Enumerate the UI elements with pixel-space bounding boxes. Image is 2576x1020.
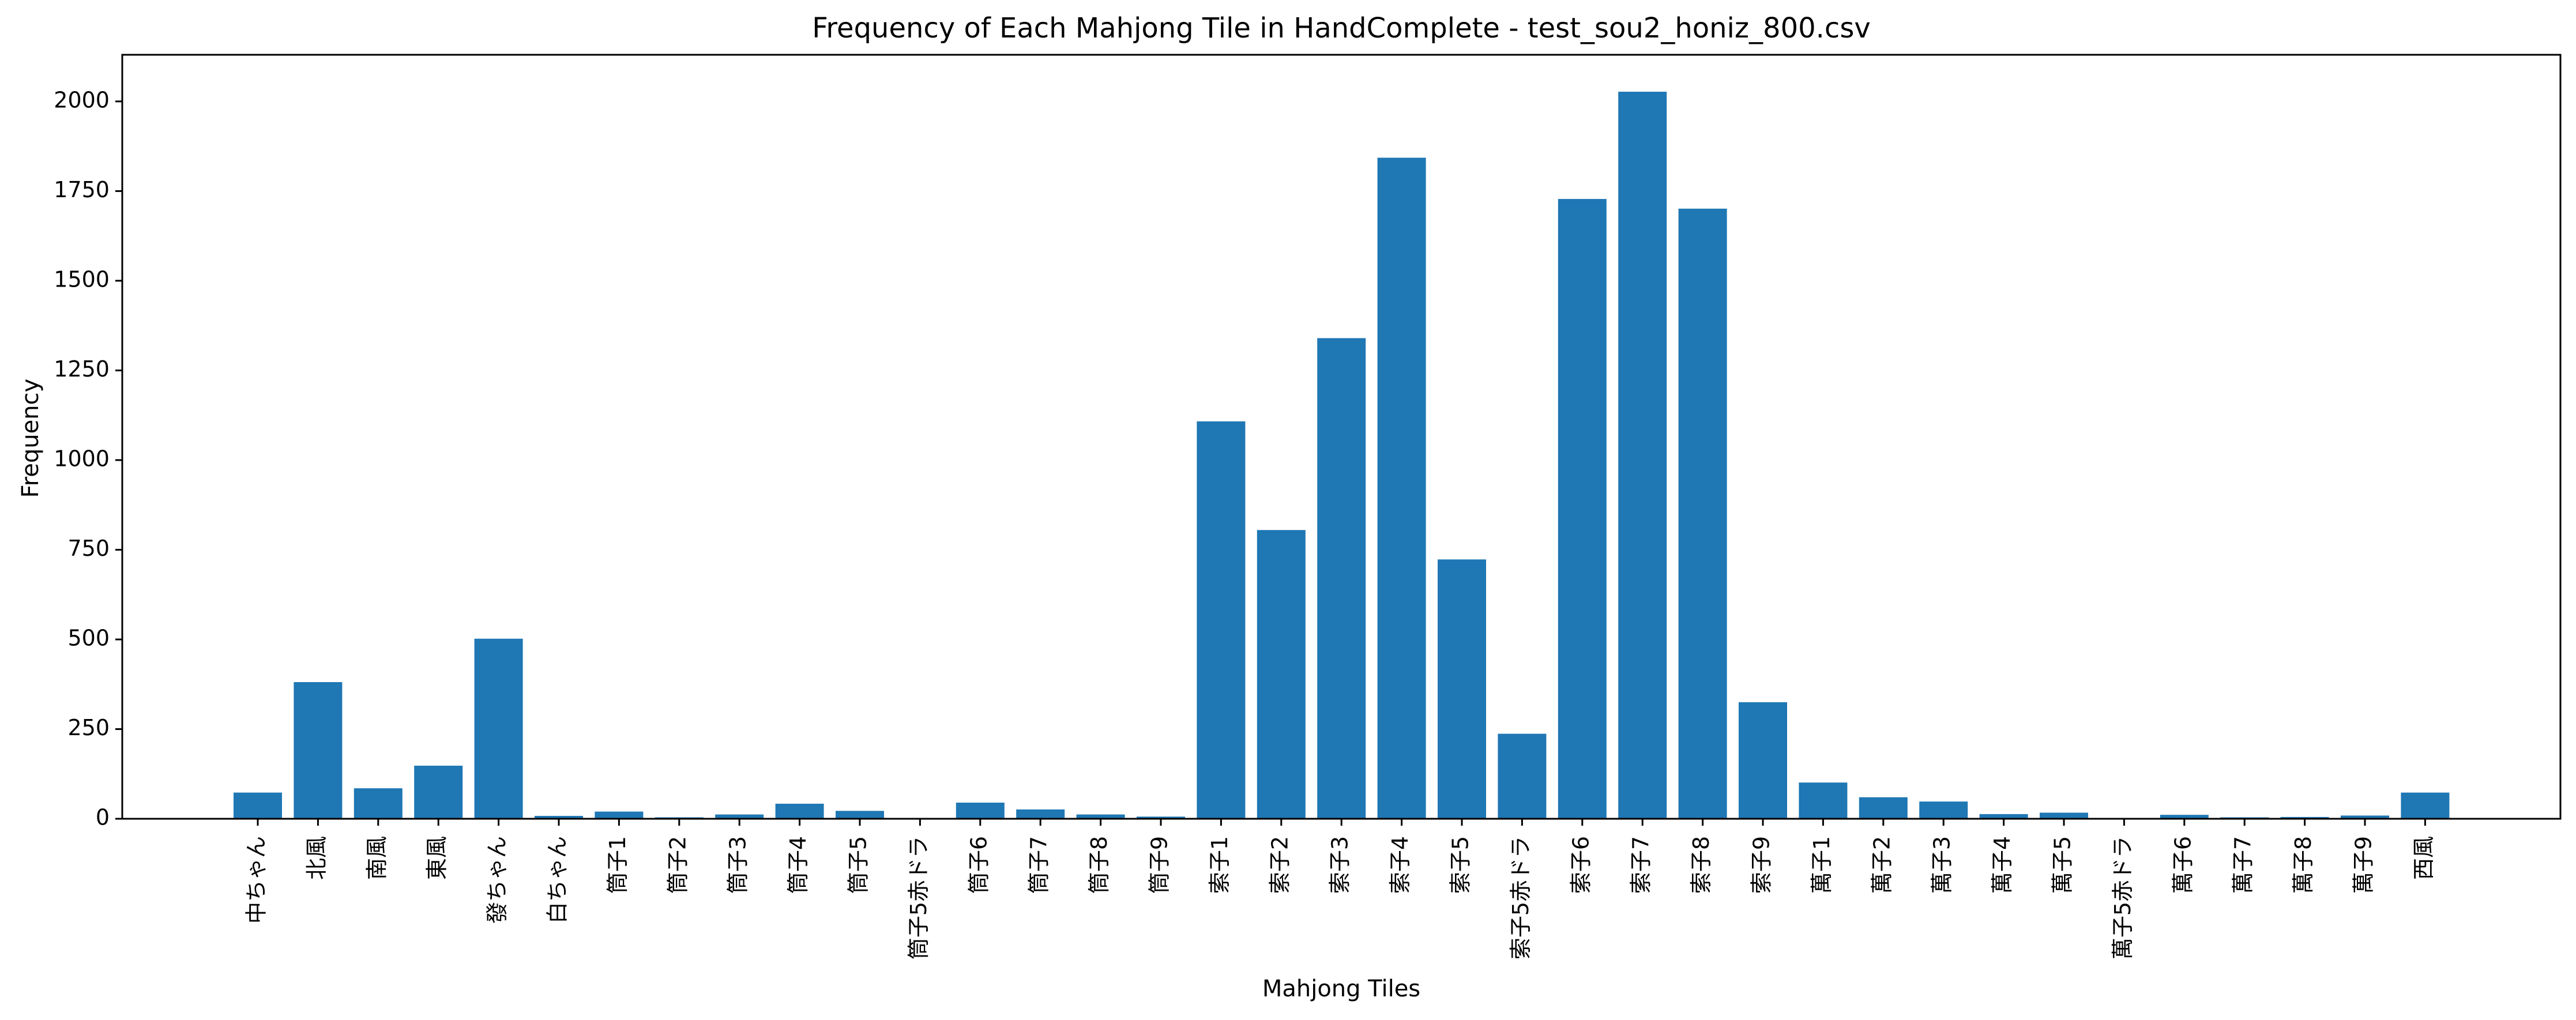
bar-索子3 <box>1317 338 1366 819</box>
bar-索子1 <box>1197 421 1246 819</box>
bar-筒子7 <box>1016 809 1065 819</box>
bar-萬子2 <box>1859 797 1908 819</box>
x-tick-label: 筒子2 <box>665 836 690 894</box>
bar-筒子9 <box>1137 816 1185 819</box>
y-tick-label: 2000 <box>54 87 110 112</box>
x-tick-label: 萬子3 <box>1930 836 1955 894</box>
x-tick-label: 索子3 <box>1328 836 1353 894</box>
x-tick-label: 萬子5 <box>2050 836 2075 894</box>
bar-萬子4 <box>1979 814 2028 819</box>
bar-索子5赤ドラ <box>1498 733 1547 819</box>
bars-group <box>234 92 2450 819</box>
y-tick-label: 0 <box>96 805 110 830</box>
x-tick-label: 萬子6 <box>2170 836 2195 894</box>
y-axis: 0 250 500 750 1000 1250 1500 1750 2000 <box>54 87 122 830</box>
bar-索子8 <box>1678 208 1727 819</box>
x-tick-label: 筒子6 <box>966 836 991 894</box>
chart-title: Frequency of Each Mahjong Tile in HandCo… <box>812 12 1870 44</box>
x-tick-label: 索子4 <box>1387 836 1413 894</box>
x-tick-label: 筒子4 <box>785 836 811 894</box>
bar-南風 <box>354 788 403 819</box>
x-axis: 中ちゃん 北風 南風 東風 發ちゃん 白ちゃん 筒子1 筒子2 筒子3 筒子4 筒子5 筒子5赤ドラ 筒… <box>244 819 2436 959</box>
bar-索子6 <box>1558 199 1607 819</box>
y-tick-label: 1250 <box>54 356 110 382</box>
bar-萬子6 <box>2160 815 2209 819</box>
x-tick-label: 筒子3 <box>725 836 751 894</box>
x-tick-label: 索子5赤ドラ <box>1508 836 1533 959</box>
bar-萬子8 <box>2280 816 2329 819</box>
bar-筒子5 <box>836 811 884 819</box>
x-tick-label: 萬子2 <box>1869 836 1894 894</box>
bar-索子4 <box>1377 157 1426 819</box>
y-tick-label: 750 <box>67 536 110 561</box>
x-tick-label: 北風 <box>304 836 329 880</box>
bar-索子2 <box>1257 530 1306 819</box>
x-axis-label: Mahjong Tiles <box>1262 976 1420 1002</box>
bar-萬子1 <box>1799 782 1848 819</box>
x-tick-label: 索子7 <box>1629 836 1654 894</box>
bar-筒子3 <box>715 814 764 819</box>
bar-筒子1 <box>595 811 644 819</box>
x-tick-label: 萬子7 <box>2231 836 2256 894</box>
bar-萬子9 <box>2341 815 2389 819</box>
y-tick-label: 1750 <box>54 177 110 202</box>
bar-西風 <box>2401 792 2450 819</box>
x-tick-label: 萬子1 <box>1809 836 1834 894</box>
bar-白ちゃん <box>535 816 583 819</box>
x-tick-label: 筒子9 <box>1147 836 1172 894</box>
bar-萬子3 <box>1919 801 1968 819</box>
x-tick-label: 索子2 <box>1267 836 1292 894</box>
x-tick-label: 西風 <box>2411 836 2436 880</box>
bar-索子5 <box>1438 559 1486 819</box>
x-tick-label: 筒子7 <box>1026 836 1052 894</box>
x-tick-label: 索子9 <box>1749 836 1774 894</box>
bar-筒子4 <box>775 803 824 819</box>
x-tick-label: 索子5 <box>1448 836 1473 894</box>
x-tick-label: 萬子8 <box>2291 836 2316 894</box>
x-tick-label: 東風 <box>424 836 450 880</box>
bar-索子7 <box>1618 92 1667 819</box>
y-tick-label: 1000 <box>54 446 110 471</box>
bar-中ちゃん <box>234 792 282 819</box>
bar-萬子5 <box>2040 812 2088 819</box>
x-tick-label: 索子8 <box>1688 836 1714 894</box>
bar-筒子6 <box>956 803 1005 819</box>
x-tick-label: 索子6 <box>1568 836 1593 894</box>
x-tick-label: 萬子4 <box>1990 836 2015 894</box>
x-tick-label: 筒子1 <box>605 836 630 894</box>
bar-東風 <box>414 765 463 819</box>
bar-筒子8 <box>1076 814 1125 819</box>
x-tick-label: 萬子5赤ドラ <box>2110 836 2135 959</box>
y-tick-label: 250 <box>67 715 110 740</box>
x-tick-label: 筒子5赤ドラ <box>906 836 931 959</box>
x-tick-label: 白ちゃん <box>545 836 570 924</box>
y-axis-label: Frequency <box>17 379 44 498</box>
x-tick-label: 南風 <box>364 836 389 880</box>
x-tick-label: 索子1 <box>1207 836 1232 894</box>
x-tick-label: 中ちゃん <box>244 836 269 924</box>
bar-索子9 <box>1739 702 1787 819</box>
x-tick-label: 筒子5 <box>846 836 871 894</box>
bar-發ちゃん <box>474 638 523 819</box>
y-tick-label: 1500 <box>54 266 110 292</box>
bar-北風 <box>294 682 343 819</box>
x-tick-label: 萬子9 <box>2351 836 2376 894</box>
x-tick-label: 發ちゃん <box>484 836 510 924</box>
y-tick-label: 500 <box>67 625 110 650</box>
x-tick-label: 筒子8 <box>1086 836 1112 894</box>
